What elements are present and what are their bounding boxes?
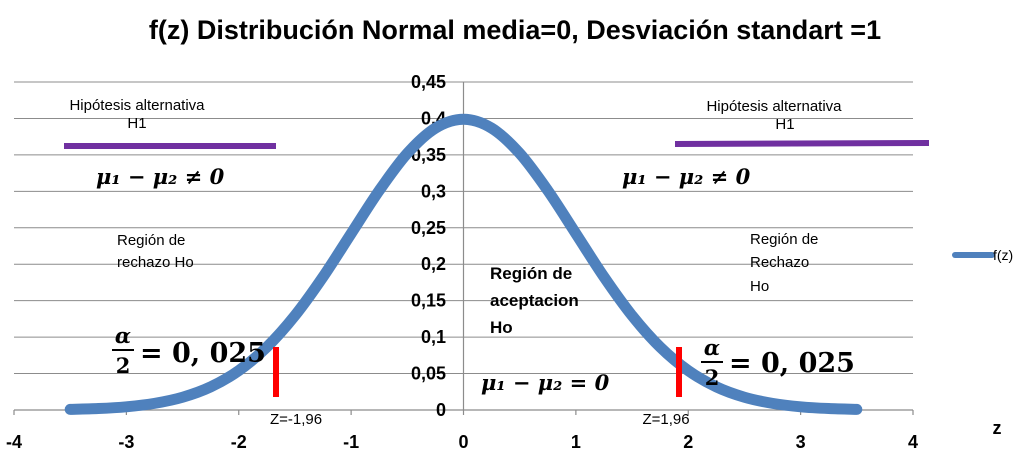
right-alt-hypothesis-h1: H1 [775,116,794,133]
critical-markers: Z=-1,96 Z=1,96 [270,347,690,428]
inequality-right: μ₁ − μ₂ ≠ 0 [622,164,751,189]
reject-right-line1: Región de [750,231,818,248]
y-tick-label: 0,45 [411,72,446,92]
alpha-denominator-left: 2 [116,353,131,378]
legend-label-fz: f(z) [993,247,1013,263]
x-tick-labels: -4 -3 -2 -1 0 1 2 3 4 [6,432,918,452]
critical-marker-label: Z=-1,96 [270,411,322,428]
alpha-fraction-right: α 2 = 0, 025 [701,335,855,390]
left-alt-hypothesis-h1: H1 [127,115,146,132]
inequality-left: μ₁ − μ₂ ≠ 0 [96,164,225,189]
x-tick-label: -1 [343,432,359,452]
x-tick-label: 2 [683,432,693,452]
legend: f(z) [952,247,1013,263]
alpha-denominator-right: 2 [705,365,720,390]
chart-title: f(z) Distribución Normal media=0, Desvia… [149,15,881,45]
alpha-value-right: = 0, 025 [729,348,855,379]
alpha-numerator-right: α [704,335,720,360]
critical-marker-label: Z=1,96 [642,411,689,428]
y-tick-label: 0 [436,400,446,420]
y-tick-label: 0,05 [411,364,446,384]
axes [13,82,914,415]
equality-center: μ₁ − μ₂ = 0 [481,370,610,395]
y-tick-label: 0,1 [421,327,446,347]
x-tick-label: 1 [571,432,581,452]
accept-line2: aceptacion [490,291,579,310]
y-tick-label: 0,2 [421,254,446,274]
y-tick-label: 0,25 [411,218,446,238]
series-line-fz [64,113,863,415]
x-tick-label: -4 [6,432,22,452]
x-tick-label: -3 [118,432,134,452]
accept-line1: Región de [490,264,572,283]
x-tick-label: 0 [458,432,468,452]
reject-left-line2: rechazo Ho [117,254,194,271]
alpha-fraction-left: α 2 = 0, 025 [112,323,266,378]
alpha-numerator-left: α [115,323,131,348]
x-tick-label: 4 [908,432,918,452]
x-axis-label: z [993,418,1002,438]
accept-line3: Ho [490,318,513,337]
x-tick-label: -2 [231,432,247,452]
y-tick-label: 0,35 [411,145,446,165]
left-alt-hypothesis-label: Hipótesis alternativa [69,97,205,114]
alpha-value-left: = 0, 025 [140,338,266,369]
reject-left-line1: Región de [117,232,185,249]
right-alt-hypothesis-label: Hipótesis alternativa [706,98,842,115]
reject-right-line2: Rechazo [750,254,809,271]
y-tick-label: 0,15 [411,291,446,311]
y-tick-label: 0,3 [421,181,446,201]
y-tick-labels: 00,050,10,150,20,250,30,350,40,45 [411,72,446,420]
hypothesis-bar-right [674,140,930,147]
x-tick-label: 3 [796,432,806,452]
reject-right-line3: Ho [750,278,769,295]
